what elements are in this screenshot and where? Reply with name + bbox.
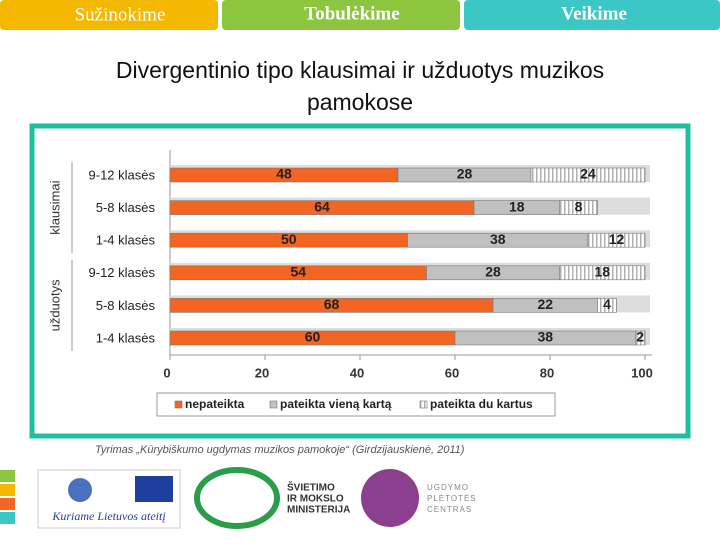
data-label: 50 xyxy=(281,231,297,247)
tab-label: Veikime xyxy=(561,3,627,24)
data-label: 24 xyxy=(580,166,596,182)
legend-label: pateikta du kartus xyxy=(430,397,533,411)
centre: CENTRAS xyxy=(427,505,472,514)
y-tick-label: 1-4 klasės xyxy=(96,233,156,248)
data-label: 2 xyxy=(636,329,644,345)
caption: Tyrimas „Kūrybiškumo ugdymas muzikos pam… xyxy=(95,444,465,456)
ministry: MINISTERIJA xyxy=(287,505,350,516)
tab[interactable] xyxy=(222,0,460,30)
logo xyxy=(194,467,280,529)
legend-label: pateikta vieną kartą xyxy=(280,397,392,411)
tab[interactable] xyxy=(0,0,218,30)
group-label: užduotys xyxy=(47,279,62,332)
data-label: 4 xyxy=(603,296,611,312)
data-label: 38 xyxy=(537,329,553,345)
data-label: 28 xyxy=(485,264,501,280)
data-label: 18 xyxy=(509,198,525,214)
eu-flag xyxy=(135,476,173,502)
y-tick-label: 9-12 klasės xyxy=(89,167,156,182)
ministry: ŠVIETIMO xyxy=(287,481,335,494)
x-tick-label: 20 xyxy=(255,365,269,380)
bar xyxy=(559,200,598,215)
eu-icon xyxy=(68,478,92,502)
data-label: 28 xyxy=(457,166,473,182)
y-tick-label: 9-12 klasės xyxy=(89,265,156,280)
upc-logo xyxy=(361,469,419,527)
data-label: 18 xyxy=(594,264,610,280)
data-label: 8 xyxy=(575,198,583,214)
y-tick-label: 5-8 klasės xyxy=(96,298,156,313)
data-label: 12 xyxy=(609,231,625,247)
legend-label: nepateikta xyxy=(185,397,245,411)
data-label: 64 xyxy=(314,198,330,214)
data-label: 38 xyxy=(490,231,506,247)
data-label: 22 xyxy=(537,296,553,312)
bar xyxy=(559,265,646,281)
data-label: 54 xyxy=(290,264,306,280)
slogan: Kuriame Lietuvos ateitį xyxy=(51,509,165,523)
ministry: IR MOKSLO xyxy=(287,494,344,505)
bar xyxy=(530,167,646,183)
x-tick-label: 0 xyxy=(163,365,170,380)
bar xyxy=(635,330,646,346)
tab[interactable] xyxy=(464,0,720,30)
tab-label: Sužinokime xyxy=(75,4,166,25)
bar xyxy=(587,232,646,248)
stripe xyxy=(0,470,15,482)
centre: UGDYMO xyxy=(427,483,469,492)
y-tick-label: 1-4 klasės xyxy=(96,330,156,345)
bar xyxy=(597,298,617,313)
chart-title: Divergentinio tipo klausimai ir užduotys… xyxy=(116,57,604,115)
x-tick-label: 60 xyxy=(445,365,459,380)
x-tick-label: 40 xyxy=(350,365,364,380)
centre: PLĖTOTĖS xyxy=(427,494,477,503)
legend-swatch xyxy=(269,400,278,409)
y-tick-label: 5-8 klasės xyxy=(96,200,156,215)
legend-swatch xyxy=(174,400,183,409)
data-label: 48 xyxy=(276,166,292,182)
legend-box xyxy=(156,392,556,417)
group-label: klausimai xyxy=(47,180,62,234)
x-tick-label: 80 xyxy=(540,365,554,380)
tab-label: Tobulėkime xyxy=(304,3,399,24)
legend-swatch xyxy=(419,400,428,409)
data-label: 68 xyxy=(324,296,340,312)
data-label: 60 xyxy=(305,329,321,345)
stripe xyxy=(0,484,15,496)
x-tick-label: 100 xyxy=(631,365,653,380)
stripe xyxy=(0,512,15,524)
stripe xyxy=(0,498,15,510)
